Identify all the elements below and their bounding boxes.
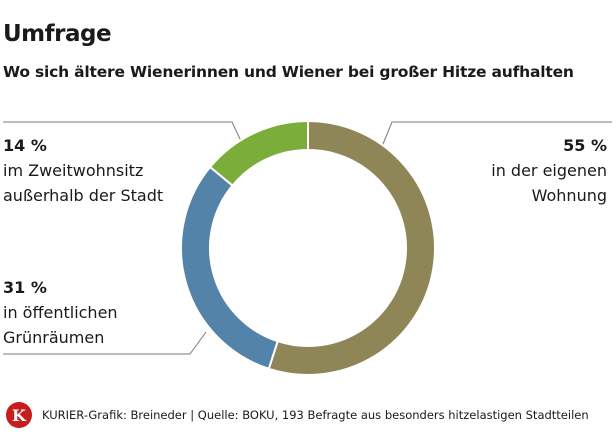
- slice-label-wohnung: 55 % in der eigenen Wohnung: [491, 133, 607, 208]
- slice-pct-wohnung: 55 %: [563, 136, 607, 155]
- slice-label-zweitwohnsitz: 14 % im Zweitwohnsitz außerhalb der Stad…: [3, 133, 163, 208]
- chart-title: Umfrage: [3, 21, 112, 47]
- slice-text-wohnung-2: Wohnung: [531, 186, 607, 205]
- source-note: KURIER-Grafik: Breineder | Quelle: BOKU,…: [42, 408, 589, 422]
- slice-wohnung: [267, 119, 436, 376]
- leader-line-wohnung: [382, 121, 612, 145]
- slice-text-zweitwohnsitz-1: im Zweitwohnsitz: [3, 161, 144, 180]
- kurier-logo: K: [6, 402, 32, 428]
- slice-gruenraeume: [180, 165, 279, 371]
- slice-text-wohnung-1: in der eigenen: [491, 161, 607, 180]
- footer: K KURIER-Grafik: Breineder | Quelle: BOK…: [6, 402, 589, 428]
- leader-line-zweitwohnsitz: [3, 121, 242, 142]
- slice-zweitwohnsitz: [208, 119, 309, 187]
- slice-text-gruenraeume-2: Grünräumen: [3, 328, 105, 347]
- chart-subtitle: Wo sich ältere Wienerinnen und Wiener be…: [3, 63, 574, 81]
- leader-line-gruenraeume: [3, 331, 207, 355]
- slice-text-zweitwohnsitz-2: außerhalb der Stadt: [3, 186, 164, 205]
- slice-pct-gruenraeume: 31 %: [3, 278, 47, 297]
- slice-label-gruenraeume: 31 % in öffentlichen Grünräumen: [3, 275, 118, 350]
- slice-pct-zweitwohnsitz: 14 %: [3, 136, 47, 155]
- slice-text-gruenraeume-1: in öffentlichen: [3, 303, 118, 322]
